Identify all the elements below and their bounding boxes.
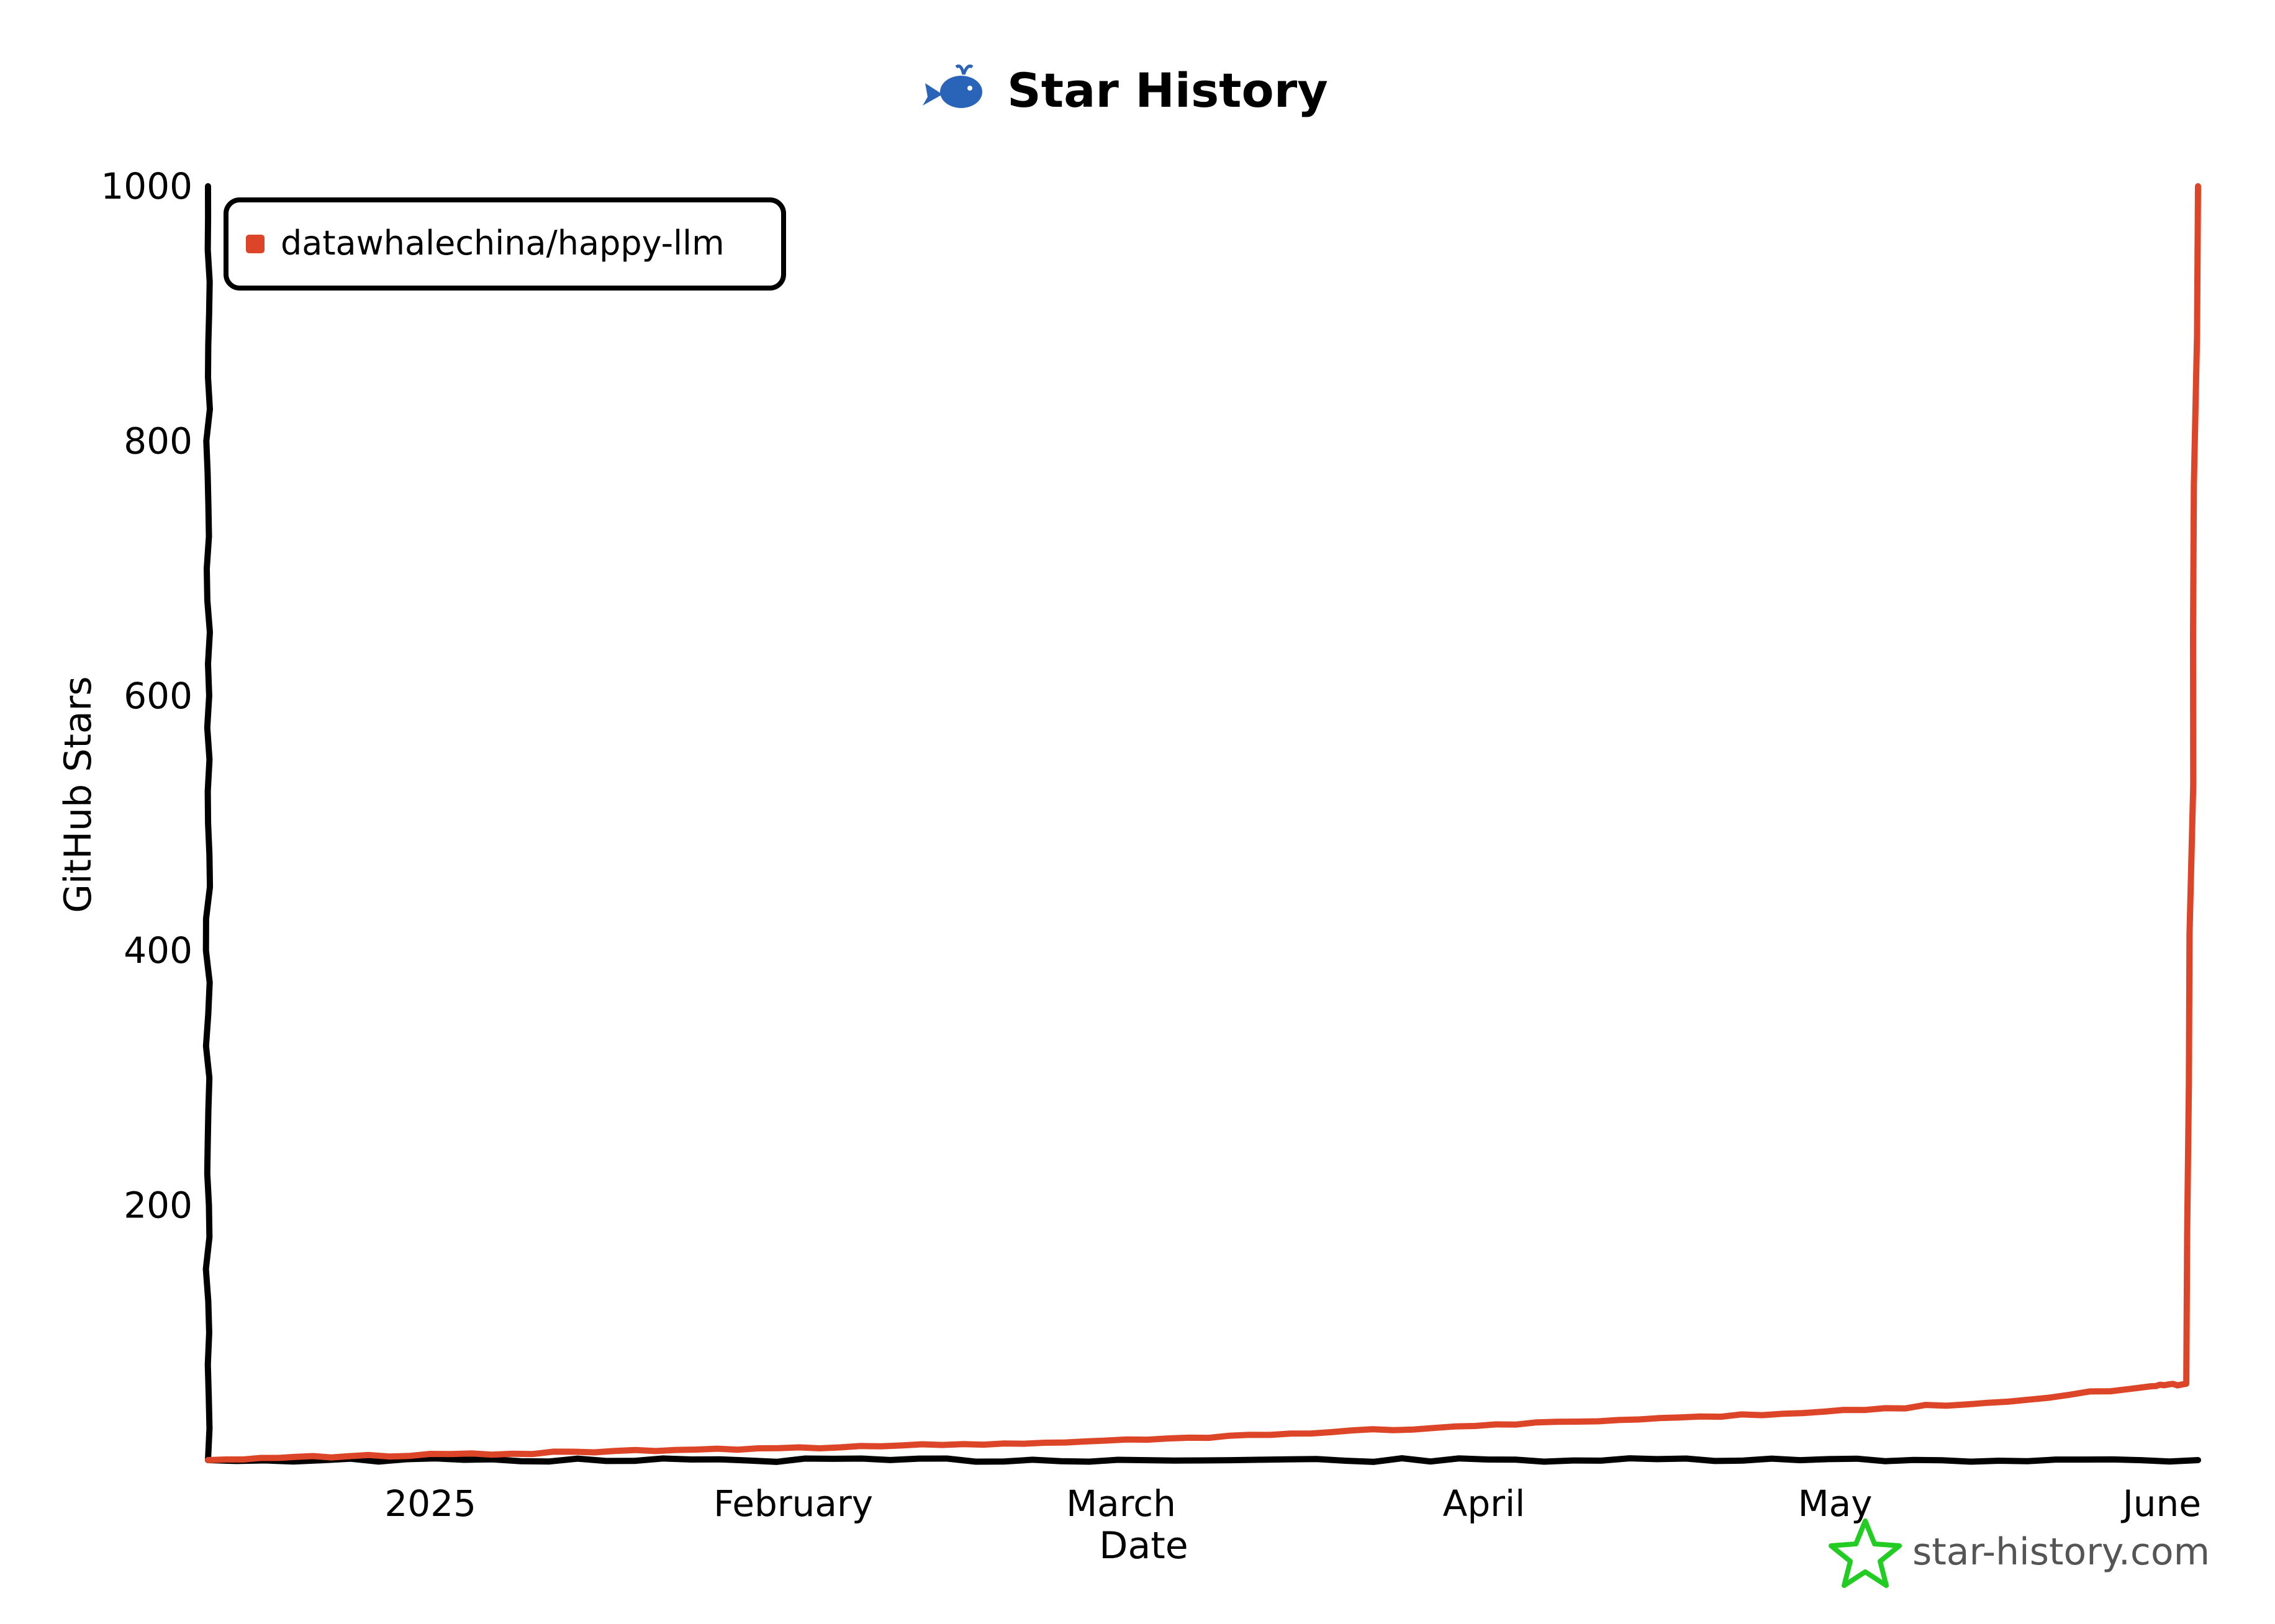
whale-icon bbox=[923, 65, 982, 108]
y-tick-label: 400 bbox=[124, 929, 192, 972]
series-layer bbox=[205, 183, 2201, 1463]
x-axis-line bbox=[205, 1455, 2201, 1465]
x-tick-label: March bbox=[1066, 1482, 1176, 1525]
legend-swatch bbox=[246, 235, 265, 253]
legend: datawhalechina/happy-llm bbox=[224, 197, 786, 291]
x-tick-label: February bbox=[713, 1482, 873, 1525]
chart-title-group: Star History bbox=[923, 63, 1328, 118]
star-icon bbox=[1829, 1518, 1902, 1588]
legend-box bbox=[224, 197, 786, 291]
y-tick-label: 600 bbox=[124, 675, 192, 717]
y-tick-label: 800 bbox=[124, 420, 192, 462]
x-tick-label: June bbox=[2121, 1482, 2201, 1525]
x-tick-label: April bbox=[1443, 1482, 1526, 1525]
x-axis-title: Date bbox=[1099, 1524, 1188, 1568]
legend-label: datawhalechina/happy-llm bbox=[281, 223, 725, 263]
y-tick-label: 200 bbox=[124, 1184, 192, 1227]
y-axis-title: GitHub Stars bbox=[57, 676, 100, 913]
y-tick-label: 1000 bbox=[101, 165, 192, 207]
chart-title: Star History bbox=[1007, 63, 1328, 118]
series-line bbox=[205, 183, 2201, 1463]
watermark: star-history.com bbox=[1829, 1518, 2210, 1588]
x-tick-label: May bbox=[1798, 1482, 1873, 1525]
y-axis-line bbox=[202, 183, 214, 1463]
x-tick-labels: 2025 February March April May June bbox=[384, 1482, 2201, 1525]
watermark-text: star-history.com bbox=[1912, 1530, 2210, 1574]
x-tick-label: 2025 bbox=[384, 1482, 476, 1525]
y-tick-labels: 200 400 600 800 1000 bbox=[101, 165, 192, 1227]
